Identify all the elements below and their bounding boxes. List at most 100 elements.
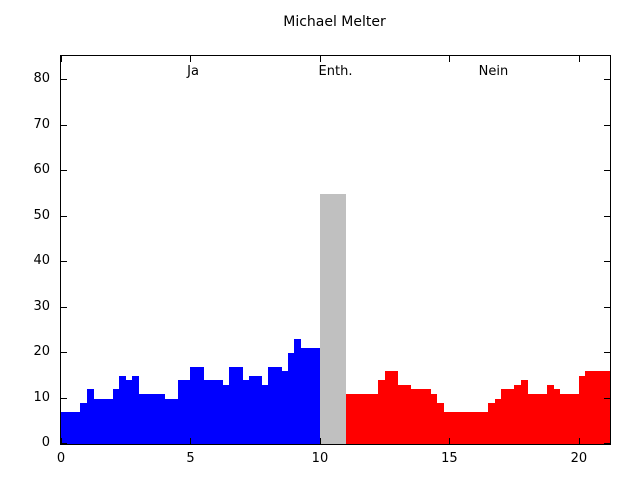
histogram-bar-ja [164,398,172,444]
y-tick-label: 40 [33,253,50,269]
x-tick-mirror [578,56,580,62]
histogram-bar-enth [326,193,334,444]
histogram-bar-nein [565,393,574,444]
histogram-bar-ja [119,375,127,444]
histogram-bar-nein [430,393,438,444]
x-tick-mirror [449,56,451,62]
histogram-bar-enth [319,193,328,444]
histogram-bar-nein [345,393,353,444]
annotation-ja: Ja [187,64,199,79]
histogram-bar-nein [475,412,483,444]
histogram-bar-ja [67,412,75,444]
histogram-bar-nein [423,389,431,444]
x-tick [319,438,321,444]
histogram-bar-ja [281,371,289,444]
histogram-bar-ja [177,380,185,444]
x-tick-mirror [319,56,321,62]
y-tick [61,261,67,263]
chart-title: Michael Melter [283,14,386,30]
y-tick-mirror [604,397,610,399]
y-tick [61,352,67,354]
histogram-bar-ja [80,403,88,444]
histogram-bar-nein [384,371,392,444]
x-tick-label: 10 [311,451,329,466]
x-tick [190,438,192,444]
histogram-bar-nein [449,412,457,444]
x-tick-label: 20 [570,451,588,466]
histogram-bar-ja [132,375,140,444]
histogram-bar-ja [307,348,315,444]
histogram-bar-nein [410,389,418,444]
histogram-bar-nein [591,371,599,444]
histogram-bar-nein [559,393,567,444]
histogram-bar-ja [287,353,295,444]
histogram-bar-nein [391,371,399,444]
annotation-enth: Enth. [318,64,353,79]
histogram-bar-nein [488,403,496,444]
histogram-bar-ja [261,384,269,444]
histogram-bar-ja [138,393,146,444]
histogram-bar-ja [196,366,205,444]
histogram-bar-ja [242,380,250,444]
histogram-bar-ja [203,380,211,444]
histogram-bar-nein [514,384,522,444]
histogram-bar-ja [112,389,120,444]
y-tick-mirror [604,306,610,308]
y-tick-label: 70 [33,116,50,132]
histogram-bar-nein [578,375,586,444]
histogram-bar-ja [145,393,153,444]
histogram-bar-ja [151,393,159,444]
histogram-bar-ja [216,380,224,444]
y-tick-mirror [604,215,610,217]
histogram-bar-nein [436,403,444,444]
x-tick-label: 0 [56,451,66,466]
x-tick-label: 15 [441,451,458,466]
histogram-bar-nein [520,380,528,444]
y-tick-mirror [604,443,610,444]
y-tick [61,397,67,399]
histogram-bar-ja [73,412,81,444]
histogram-bar-nein [501,389,509,444]
histogram-bar-nein [352,393,360,444]
histogram-bar-nein [397,384,405,444]
y-tick [61,124,67,126]
histogram-bar-ja [300,348,308,444]
histogram-bar-nein [572,393,580,444]
histogram-bar-nein [527,393,535,444]
x-tick [578,438,580,444]
histogram-bar-nein [494,398,502,444]
histogram-bar-nein [417,389,425,444]
histogram-bar-ja [190,366,198,444]
histogram-bar-nein [598,371,606,444]
y-tick-label: 80 [33,71,50,87]
y-tick-label: 60 [33,162,50,178]
histogram-bar-nein [455,412,463,444]
y-tick [61,443,67,444]
histogram-bar-nein [533,393,541,444]
histogram-bar-nein [442,412,451,444]
y-tick [61,306,67,308]
histogram-bar-ja [184,380,192,444]
histogram-bar-ja [229,366,237,444]
histogram-bar-nein [462,412,470,444]
histogram-bar-nein [468,412,476,444]
histogram-bar-ja [274,366,282,444]
histogram-bar-nein [358,393,366,444]
histogram-bar-ja [255,375,263,444]
y-tick [61,170,67,172]
histogram-bar-ja [158,393,166,444]
histogram-bar-ja [171,398,179,444]
histogram-bar-nein [404,384,412,444]
histogram-bar-ja [235,366,243,444]
y-tick-mirror [604,170,610,172]
histogram-bar-nein [604,371,610,444]
histogram-bar-enth [332,193,340,444]
histogram-bar-ja [93,398,101,444]
histogram-bar-ja [313,348,321,444]
annotation-nein: Nein [478,64,509,79]
y-tick-label: 0 [41,435,50,450]
y-tick-label: 20 [33,344,50,360]
y-tick-mirror [604,261,610,263]
histogram-bar-ja [209,380,217,444]
histogram-bar-nein [481,412,489,444]
